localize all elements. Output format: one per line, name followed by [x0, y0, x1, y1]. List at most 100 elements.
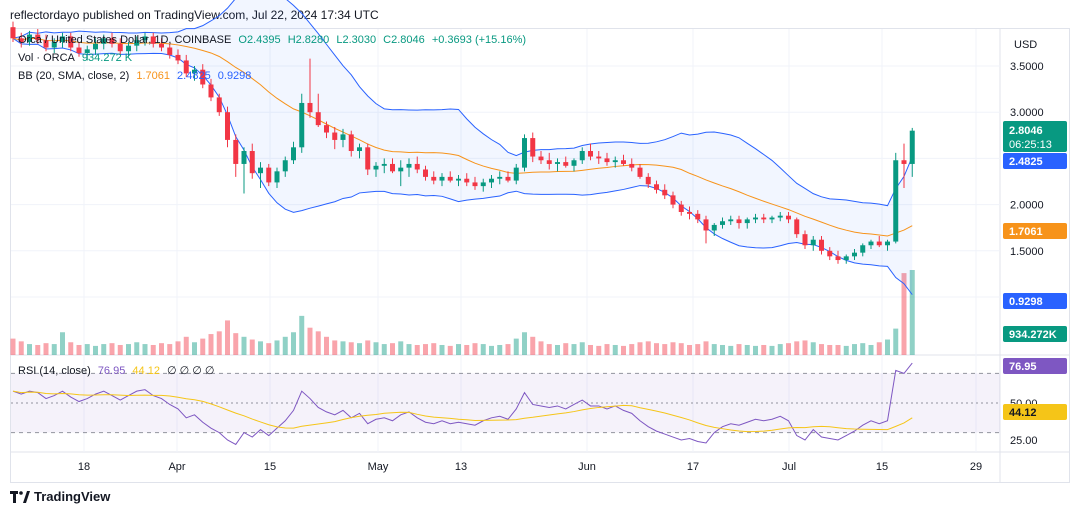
price-tick-label: 3.5000	[1010, 61, 1044, 73]
candle-body	[579, 151, 585, 161]
candle-body	[200, 69, 206, 85]
volume-bar	[101, 344, 107, 355]
rsi-line	[12, 362, 913, 446]
volume-bar	[18, 341, 24, 355]
candle-body	[398, 167, 404, 172]
symbol-legend[interactable]: Orca / United States Dollar, 1D, COINBAS…	[18, 34, 530, 46]
bb-legend[interactable]: BB (20, SMA, close, 2) 1.7061 2.4825 0.9…	[18, 70, 255, 82]
candle-body	[769, 217, 775, 220]
volume-bar	[819, 344, 824, 355]
candle-body	[472, 182, 478, 187]
ohlc-close: C2.8046	[383, 34, 425, 46]
candle-body	[695, 213, 701, 220]
candle-body	[68, 36, 74, 48]
volume-bar	[423, 344, 428, 355]
candle-body	[835, 256, 841, 261]
volume-bar	[761, 344, 767, 355]
volume-bar	[728, 345, 734, 355]
candle-body	[489, 178, 494, 183]
tradingview-logo-icon	[10, 490, 30, 503]
volume-bar	[167, 344, 173, 355]
candle-body	[414, 163, 420, 170]
volume-bar	[489, 345, 494, 355]
candle-body	[860, 245, 866, 253]
bollinger-lines	[12, 0, 913, 295]
volume-bar	[472, 343, 478, 355]
candle-body	[233, 139, 239, 164]
candle-body	[373, 165, 379, 170]
rsi-legend[interactable]: RSI (14, close) 76.95 44.12 ∅ ∅ ∅ ∅	[18, 364, 219, 377]
volume-bar	[711, 344, 717, 355]
candle-body	[546, 160, 552, 164]
candle-body	[612, 160, 618, 163]
volume-bar	[241, 336, 247, 355]
last-price-label: 2.8046	[1009, 125, 1043, 137]
candle-body	[439, 176, 445, 181]
volume-legend[interactable]: Vol · ORCA 934.272 K	[18, 52, 136, 64]
candle-body	[357, 147, 362, 152]
candle-body	[35, 34, 41, 41]
volume-bar	[571, 344, 577, 355]
volume-bar	[794, 341, 800, 355]
publisher-line: reflectordayo published on TradingView.c…	[10, 8, 379, 22]
candle-body	[332, 132, 338, 140]
volume-bar	[885, 339, 890, 355]
candle-body	[513, 167, 519, 181]
time-tick-label: 15	[264, 461, 276, 473]
time-tick-label: 15	[876, 461, 888, 473]
ohlc-open: O2.4395	[238, 34, 281, 46]
volume-bar	[117, 344, 123, 355]
bb-basis-line	[12, 37, 913, 237]
volume-bar	[76, 344, 82, 355]
volume-bar	[579, 342, 585, 355]
volume-bar	[703, 341, 709, 355]
time-tick-label: 17	[687, 461, 699, 473]
candle-body	[101, 38, 107, 44]
bb-label: BB (20, SMA, close, 2)	[18, 70, 130, 82]
candle-body	[365, 147, 371, 170]
rsi-ma-value: 44.12	[132, 365, 160, 377]
volume-bar	[258, 341, 263, 355]
candle-body	[497, 176, 503, 179]
volume-bar	[497, 344, 503, 355]
volume-bar	[324, 336, 329, 355]
bb-lower-axis-label-box	[1003, 293, 1067, 309]
volume-bar	[233, 333, 239, 355]
candle-body	[456, 178, 461, 181]
time-tick-label: Apr	[168, 461, 185, 473]
volume-bar	[786, 343, 791, 355]
volume-bar	[365, 340, 371, 355]
tradingview-brand[interactable]: TradingView	[10, 489, 110, 504]
candle-body	[126, 45, 131, 52]
volume-bar	[175, 341, 181, 355]
candle-body	[159, 43, 164, 48]
volume-bar	[662, 344, 668, 355]
candle-body	[604, 158, 610, 163]
volume-bar	[10, 338, 16, 355]
bb-basis-axis-label-box	[1003, 223, 1067, 239]
volume-bar	[835, 344, 841, 355]
candle-body	[480, 182, 486, 187]
volume-bar	[843, 345, 849, 355]
candle-body	[167, 47, 173, 55]
volume-bar	[216, 331, 222, 355]
volume-layer	[10, 270, 915, 355]
candle-body	[827, 250, 833, 257]
candle-body	[687, 211, 692, 214]
volume-bar	[678, 343, 684, 355]
volume-bar	[431, 343, 437, 355]
candle-body	[909, 130, 915, 164]
candle-body	[216, 97, 222, 113]
candle-body	[464, 178, 470, 183]
candle-body	[93, 43, 98, 50]
candle-body	[282, 160, 288, 172]
volume-bar	[901, 273, 907, 355]
candle-body	[390, 163, 395, 172]
candle-body	[183, 60, 189, 74]
candle-body	[84, 49, 90, 54]
candle-body	[777, 215, 783, 218]
candle-body	[563, 162, 569, 166]
rsi-band	[11, 373, 1000, 433]
bb-lower-value: 0.9298	[217, 70, 252, 82]
